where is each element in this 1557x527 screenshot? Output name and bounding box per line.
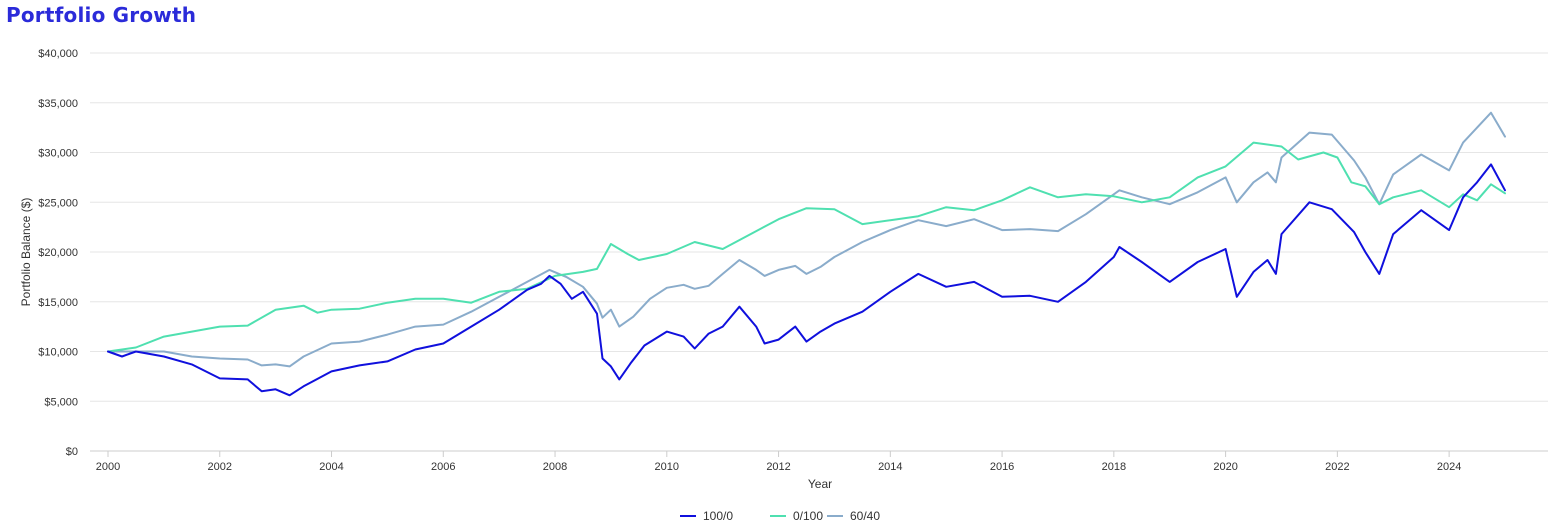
- x-tick-label: 2004: [319, 461, 343, 473]
- x-tick-label: 2018: [1102, 461, 1126, 473]
- legend-label: 0/100: [793, 509, 823, 523]
- series-line-100-0: [107, 163, 1506, 397]
- x-axis-title: Year: [808, 477, 832, 491]
- gridlines: [90, 52, 1548, 452]
- y-tick-label: $35,000: [38, 98, 78, 110]
- series-lines: [107, 111, 1506, 397]
- y-tick-label: $40,000: [38, 48, 78, 60]
- x-tick-label: 2000: [96, 461, 120, 473]
- legend: 100/0 0/100 60/40: [680, 509, 880, 523]
- y-tick-label: $25,000: [38, 197, 78, 209]
- x-tick-label: 2014: [878, 461, 902, 473]
- y-tick-label: $30,000: [38, 148, 78, 160]
- series-line-60-40: [107, 111, 1506, 368]
- legend-item-0-100[interactable]: 0/100: [770, 509, 823, 523]
- legend-label: 100/0: [703, 509, 733, 523]
- x-tick-label: 2008: [543, 461, 567, 473]
- x-tick-label: 2024: [1437, 461, 1461, 473]
- y-tick-label: $0: [66, 446, 78, 458]
- x-tick-label: 2012: [766, 461, 790, 473]
- series-line-0-100: [107, 141, 1506, 353]
- x-tick-label: 2022: [1325, 461, 1349, 473]
- legend-label: 60/40: [850, 509, 880, 523]
- y-tick-label: $15,000: [38, 297, 78, 309]
- x-tick-label: 2016: [990, 461, 1014, 473]
- x-tick-label: 2002: [208, 461, 232, 473]
- legend-item-60-40[interactable]: 60/40: [827, 509, 880, 523]
- x-axis-ticks: 2000 2002 2004 2006 2008 2010 2012 2014 2016 2018…: [96, 451, 1461, 473]
- y-tick-label: $10,000: [38, 347, 78, 359]
- chart-title: Portfolio Growth: [6, 3, 197, 27]
- y-axis-ticks: $0 $5,000 $10,000 $15,000 $20,000 $25,000 $30,…: [38, 48, 78, 458]
- legend-item-100-0[interactable]: 100/0: [680, 509, 733, 523]
- x-tick-label: 2010: [655, 461, 679, 473]
- x-tick-label: 2020: [1213, 461, 1237, 473]
- y-axis-title: Portfolio Balance ($): [19, 198, 33, 307]
- y-tick-label: $20,000: [38, 247, 78, 259]
- x-tick-label: 2006: [431, 461, 455, 473]
- y-tick-label: $5,000: [44, 396, 78, 408]
